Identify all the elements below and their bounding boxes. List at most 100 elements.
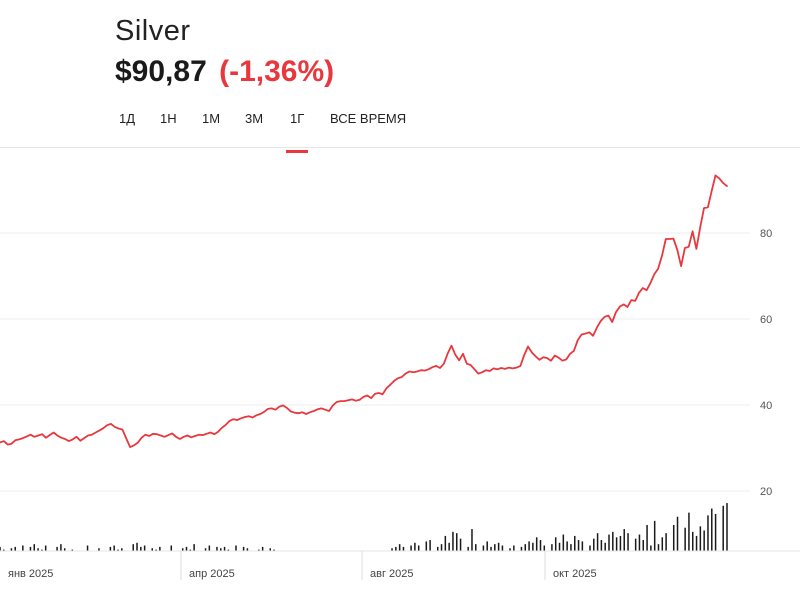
volume-bar xyxy=(193,544,195,551)
volume-bar xyxy=(235,545,237,551)
volume-bar xyxy=(475,544,477,551)
volume-bar xyxy=(269,548,271,551)
volume-bar xyxy=(56,546,58,551)
volume-bar xyxy=(608,534,610,551)
volume-bar xyxy=(490,546,492,551)
volume-bar xyxy=(414,542,416,551)
price-row: $90,87 (-1,36%) xyxy=(115,54,334,90)
volume-bar xyxy=(589,545,591,551)
volume-bar xyxy=(543,545,546,551)
tab-label: 1М xyxy=(202,111,221,126)
volume-bar xyxy=(593,538,595,551)
volume-bar xyxy=(220,548,222,551)
volume-bar xyxy=(63,548,66,551)
volume-bar xyxy=(429,540,431,551)
x-tick-label: окт 2025 xyxy=(553,568,597,580)
volume-bar xyxy=(37,548,39,551)
volume-bar xyxy=(653,520,656,551)
volume-bar xyxy=(436,546,439,551)
volume-bar xyxy=(246,548,249,551)
tab-1w[interactable]: 1Н xyxy=(160,112,177,142)
volume-bar xyxy=(722,505,724,551)
volume-bar xyxy=(189,549,192,551)
volume-bar xyxy=(661,537,664,551)
volume-bar xyxy=(44,545,47,551)
volume-bar xyxy=(155,549,157,551)
volume-bar xyxy=(615,537,618,551)
tab-label: ВСЕ ВРЕМЯ xyxy=(330,111,407,126)
volume-bar xyxy=(71,549,74,551)
volume-bar xyxy=(566,541,568,551)
tab-all-time[interactable]: ВСЕ ВРЕМЯ xyxy=(330,112,406,142)
asset-name: Silver xyxy=(115,15,191,47)
tab-label: 3М xyxy=(245,111,264,126)
x-tick-label: авг 2025 xyxy=(370,568,414,580)
volume-bar xyxy=(646,524,648,551)
volume-bar xyxy=(132,544,134,551)
tab-label: 1Н xyxy=(160,111,177,126)
tab-1y[interactable]: 1Г xyxy=(285,111,309,153)
volume-bar xyxy=(551,544,553,551)
volume-bar xyxy=(398,544,401,551)
volume-bar xyxy=(494,544,496,551)
volume-bar xyxy=(86,545,89,551)
volume-bar xyxy=(467,546,469,551)
y-tick-label: 20 xyxy=(760,486,772,498)
volume-bar xyxy=(482,545,485,551)
volume-bar xyxy=(440,544,443,551)
volume-bar xyxy=(402,546,405,551)
tab-label: 1Г xyxy=(290,111,305,126)
volume-bar xyxy=(642,540,645,551)
tab-1d[interactable]: 1Д xyxy=(119,112,135,142)
volume-bar xyxy=(33,544,36,551)
price-chart: 20 40 60 80 янв 2025 апр 2025 авг 2025 окт 2025 xyxy=(0,174,800,580)
volume-bar xyxy=(0,546,1,551)
volume-bar xyxy=(627,533,629,551)
asset-header: Silver $90,87 (-1,36%) xyxy=(115,14,334,90)
volume-bar xyxy=(185,546,188,551)
volume-bar xyxy=(638,534,641,551)
volume-bar xyxy=(204,548,207,551)
y-tick-label: 40 xyxy=(760,400,772,412)
volume-bar xyxy=(726,503,728,551)
volume-bar xyxy=(109,546,112,551)
volume-bar xyxy=(60,544,62,551)
header-divider xyxy=(0,147,800,148)
volume-bar xyxy=(539,540,542,551)
volume-bar xyxy=(41,549,43,551)
volume-bar xyxy=(501,545,504,551)
volume-bar xyxy=(22,545,24,551)
volume-bar xyxy=(711,508,713,551)
volume-bar xyxy=(410,545,412,551)
volume-bar xyxy=(562,534,565,551)
volume-bar xyxy=(528,541,530,551)
price-line xyxy=(0,174,728,448)
volume-bar xyxy=(471,529,473,551)
volume-bar xyxy=(604,542,606,551)
volume-bar xyxy=(136,542,138,551)
volume-bar xyxy=(684,527,686,551)
volume-bar xyxy=(513,545,515,551)
tab-1m[interactable]: 1М xyxy=(202,112,220,142)
volume-bar xyxy=(10,548,13,551)
volume-bar xyxy=(691,531,694,551)
volume-bar xyxy=(151,548,154,551)
volume-bar xyxy=(273,549,275,551)
x-tick-label: апр 2025 xyxy=(189,568,235,580)
volume-bar xyxy=(170,545,173,551)
volume-bar xyxy=(208,545,211,551)
volume-bar xyxy=(113,545,115,551)
volume-bar xyxy=(558,542,561,551)
volume-bar xyxy=(227,549,230,551)
volume-bar xyxy=(707,515,709,551)
volume-bar xyxy=(600,540,603,551)
volume-bar xyxy=(425,541,428,551)
asset-price: $90,87 xyxy=(115,55,207,88)
tab-3m[interactable]: 3М xyxy=(245,112,263,142)
volume-bar xyxy=(3,549,5,551)
volume-bar xyxy=(223,546,226,551)
price-change: (-1,36%) xyxy=(219,55,335,88)
volume-bar xyxy=(672,524,675,551)
volume-bar xyxy=(417,545,420,551)
volume-bar xyxy=(143,545,146,551)
